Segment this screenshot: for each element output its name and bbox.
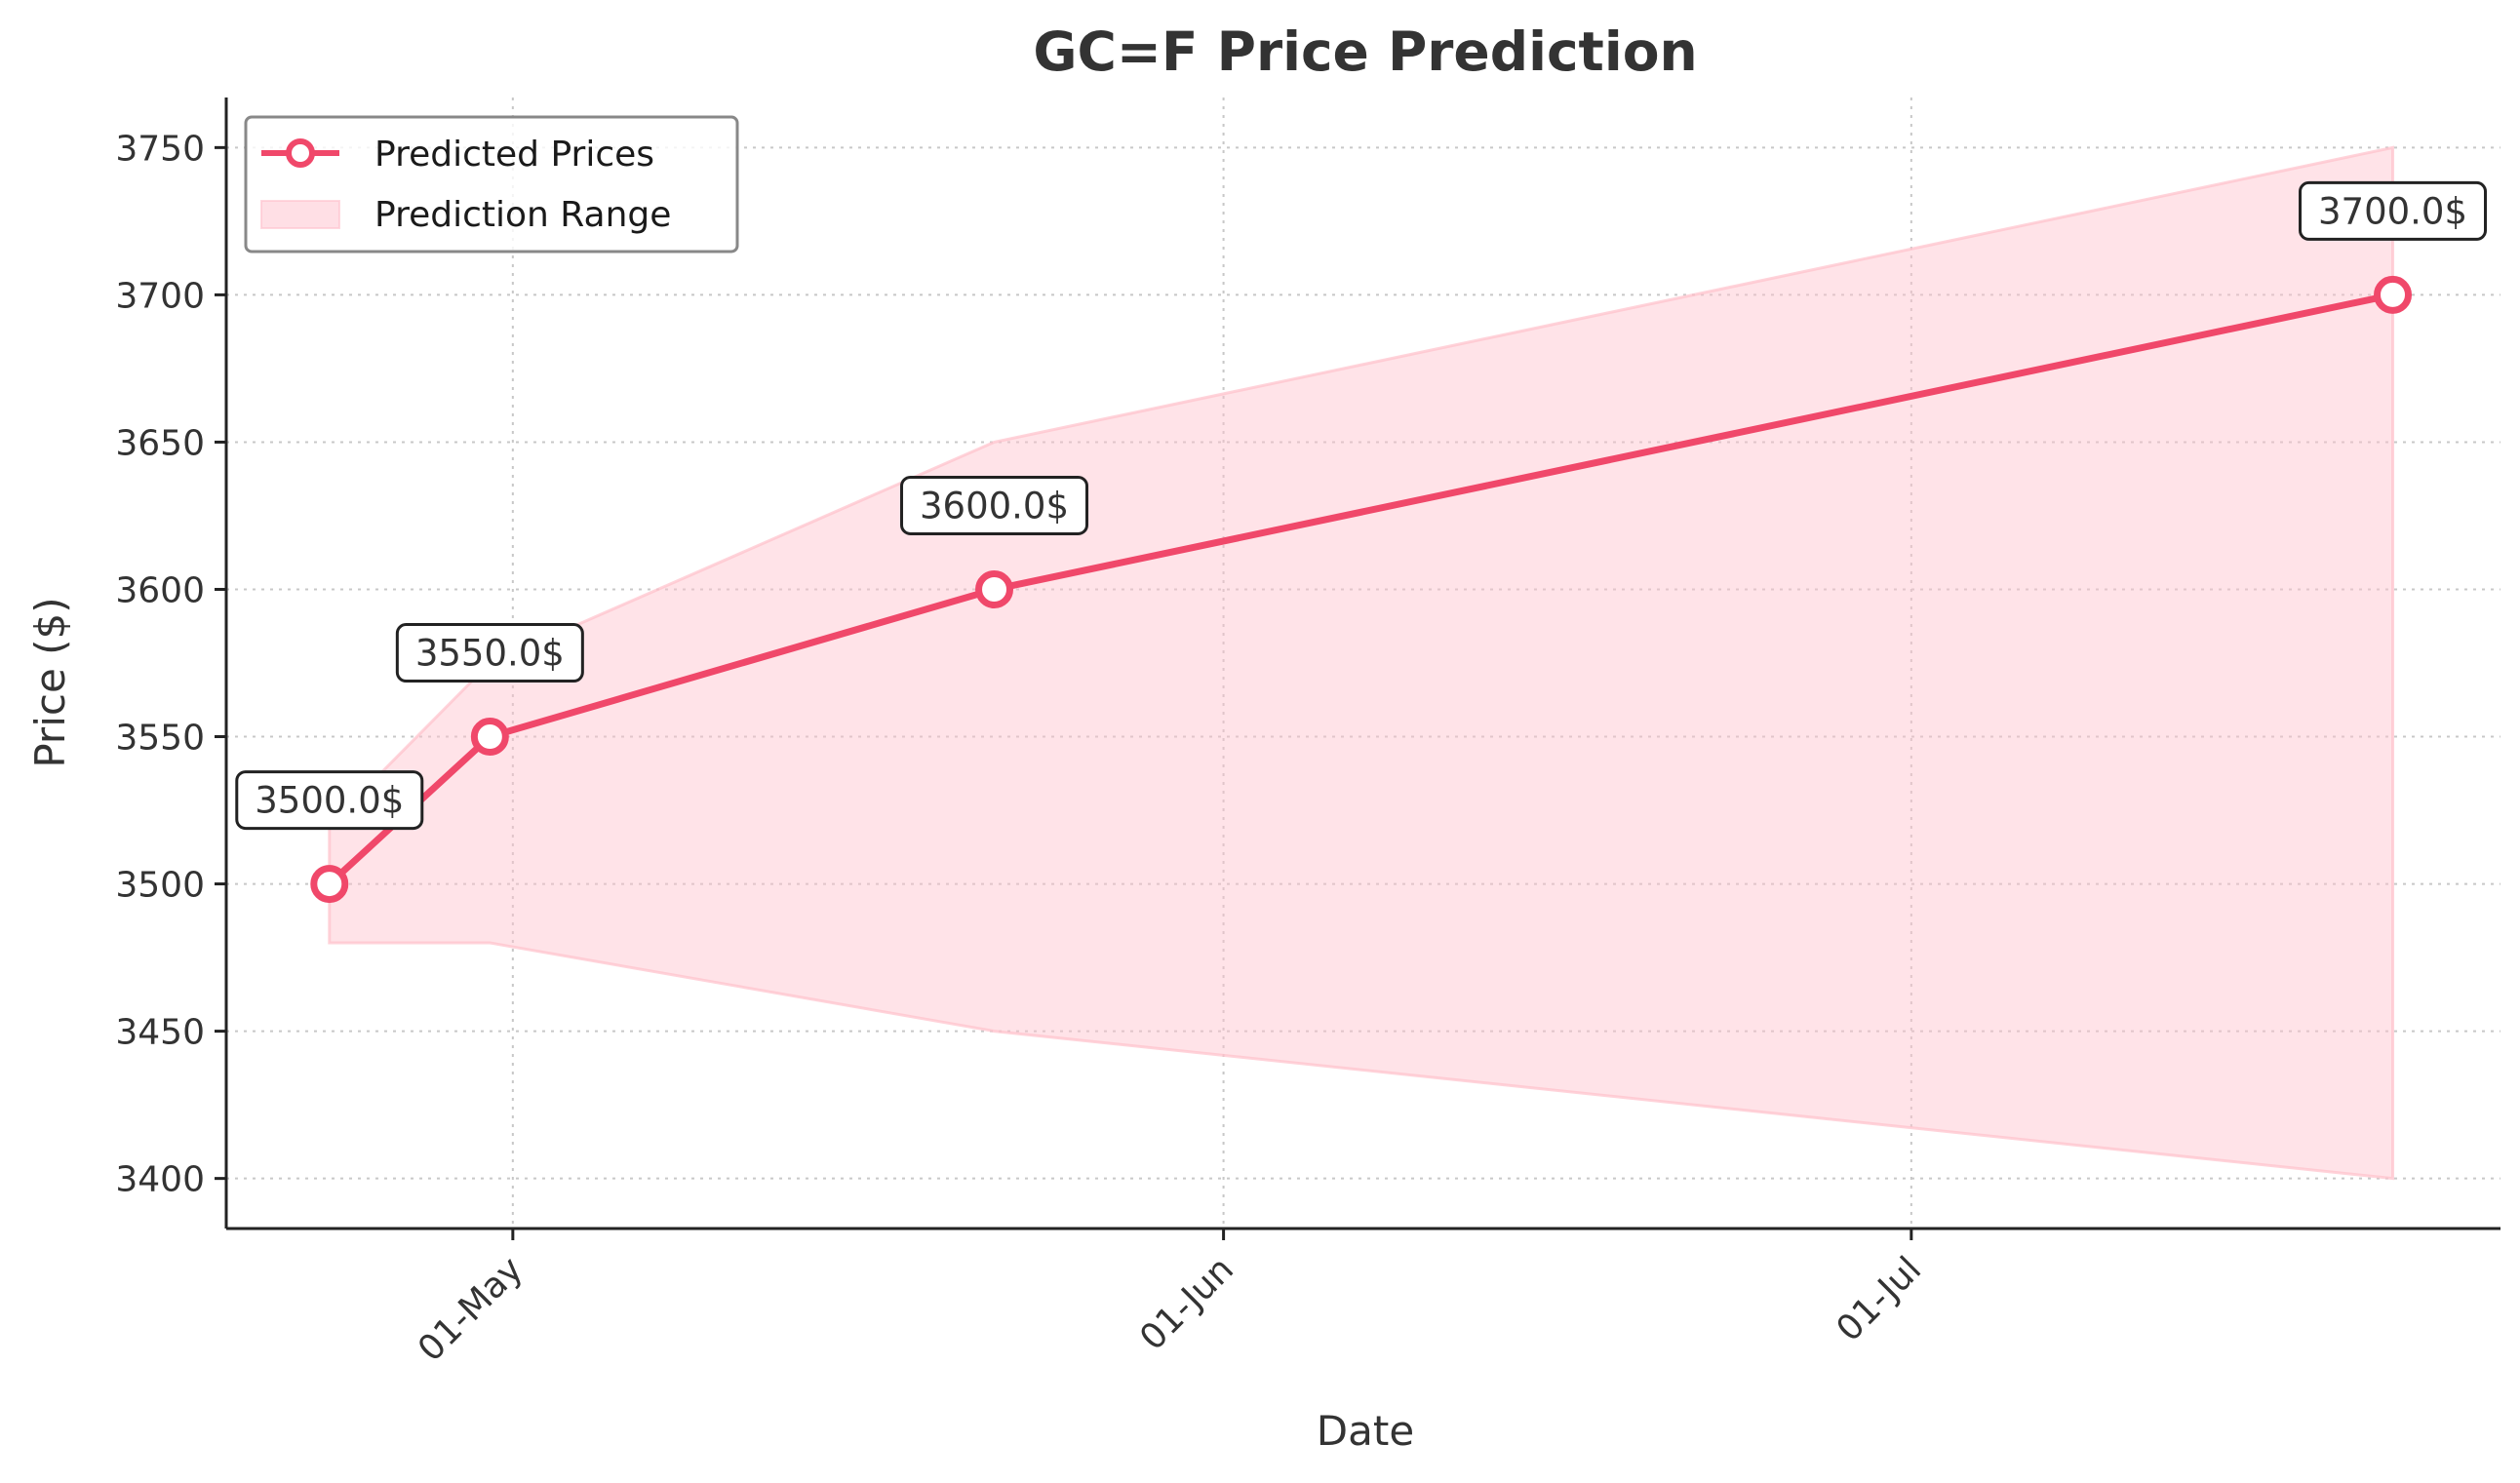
- data-label-box: [900, 475, 1089, 535]
- legend-frame: [244, 115, 739, 254]
- predicted-price-point: [975, 569, 1014, 608]
- data-label-text: 3600.0$: [920, 485, 1069, 527]
- predicted-points-layer: [310, 275, 2413, 904]
- data-labels-layer: 3500.0$ 3550.0$ 3600.0$ 3700.0$: [235, 180, 2488, 831]
- data-label: 3700.0$: [2299, 180, 2488, 241]
- y-tick-label: 3650: [115, 423, 205, 463]
- legend-marker-swatch: [286, 138, 315, 168]
- y-tick-label: 3700: [115, 276, 205, 316]
- data-label: 3550.0$: [395, 623, 584, 683]
- legend-range-swatch: [260, 200, 340, 229]
- data-label-text: 3550.0$: [415, 633, 565, 675]
- y-tick-label: 3400: [115, 1160, 205, 1200]
- legend-label-prediction-range: Prediction Range: [374, 195, 671, 235]
- y-axis-label: Price ($): [26, 597, 74, 767]
- legend: Predicted Prices Prediction Range: [244, 115, 739, 254]
- y-tick-label: 3750: [115, 129, 205, 169]
- data-label-text: 3500.0$: [255, 780, 404, 822]
- data-label: 3600.0$: [900, 475, 1089, 535]
- predicted-price-point: [310, 865, 349, 904]
- y-tick-label: 3600: [115, 570, 205, 610]
- x-axis-label: Date: [1317, 1407, 1414, 1455]
- data-label-text: 3700.0$: [2318, 190, 2467, 232]
- data-label-box: [395, 623, 584, 683]
- y-tick-label: 3500: [115, 866, 205, 906]
- y-tick-labels: 3400 3450 3500 3550 3600 3650 3700 3750: [115, 129, 205, 1199]
- y-tick-label: 3450: [115, 1013, 205, 1053]
- y-tick-label: 3550: [115, 719, 205, 759]
- chart-title: GC=F Price Prediction: [1033, 20, 1697, 83]
- data-label: 3500.0$: [235, 770, 424, 831]
- predicted-price-point: [470, 718, 509, 757]
- axes: [215, 98, 2500, 1240]
- data-label-box: [2299, 180, 2488, 241]
- legend-label-predicted-prices: Predicted Prices: [374, 135, 654, 175]
- data-label-box: [235, 770, 424, 831]
- predicted-price-point: [2374, 275, 2413, 314]
